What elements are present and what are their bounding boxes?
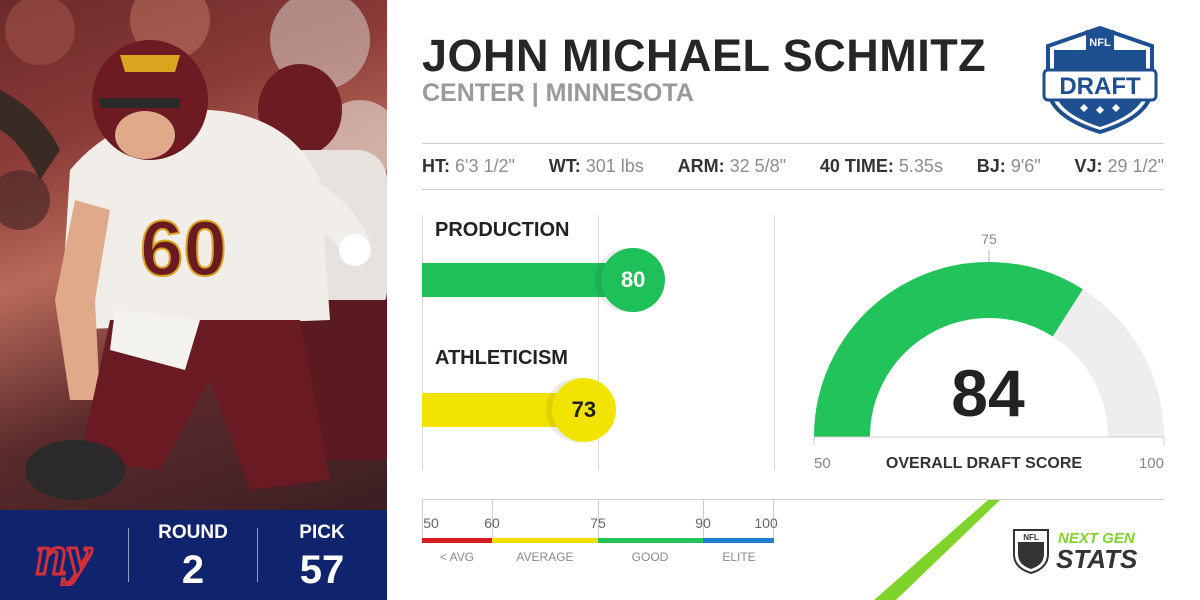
scale-tick (492, 500, 493, 538)
scale-value-60: 60 (484, 515, 500, 531)
nfl-draft-logo: NFL DRAFT (1042, 25, 1158, 135)
pick-value: 57 (299, 548, 345, 592)
overall-score-label: OVERALL DRAFT SCORE (886, 455, 1082, 472)
athleticism-label: ATHLETICISM (435, 347, 568, 369)
scale-value-100: 100 (754, 515, 778, 531)
gauge-fill (814, 262, 1083, 438)
scale-top-divider (422, 499, 1164, 500)
team-bar: ny ROUND 2 PICK 57 (0, 510, 387, 600)
overall-score-gauge: 75 84 50 100 OVERALL DRAFT SCORE (813, 231, 1165, 472)
scale-value-50: 50 (423, 515, 439, 531)
measurables-row: HT: 6'3 1/2" WT: 301 lbs ARM: 32 5/8" 40… (422, 156, 1164, 182)
production-bar (422, 263, 634, 297)
scale-band-good (598, 538, 703, 543)
team-divider (257, 528, 258, 582)
scale-tick (422, 500, 423, 538)
scale-value-75: 75 (590, 515, 606, 531)
bar-axis-left (422, 215, 423, 470)
scale-band-elite (703, 538, 774, 543)
athleticism-score: 73 (571, 397, 597, 422)
scale-value-90: 90 (695, 515, 711, 531)
scale-tick (703, 500, 704, 538)
player-name: JOHN MICHAEL SCHMITZ (422, 30, 987, 81)
scale-label-good: GOOD (631, 550, 669, 564)
player-position-school: CENTER | MINNESOTA (422, 79, 694, 107)
measurable-vertical-jump: VJ: 29 1/2" (1074, 156, 1164, 176)
measurable-weight: WT: 301 lbs (548, 156, 644, 176)
jersey-number: 60 (140, 204, 227, 292)
scale-label-below-avg: < AVG (439, 550, 475, 564)
draft-logo-text: DRAFT (1059, 73, 1141, 100)
measurables-divider (422, 189, 1164, 190)
player-photo: 60 (0, 0, 387, 510)
team-divider (128, 528, 129, 582)
accent-stripe (874, 500, 1000, 600)
giants-logo: ny (35, 526, 95, 586)
header-divider (422, 143, 1164, 144)
gauge-marker-label: 75 (981, 231, 997, 247)
team-logo-text: ny (36, 526, 93, 586)
scale-tick (773, 500, 774, 538)
production-score-badge: 80 (601, 248, 666, 312)
round-label: ROUND (158, 522, 228, 543)
next-gen-stats-logo: NFL NEXT GEN STATS (1013, 529, 1138, 574)
measurable-40-time: 40 TIME: 5.35s (819, 156, 943, 176)
ngs-line1: NEXT GEN (1058, 530, 1136, 547)
production-score: 80 (620, 267, 646, 292)
overall-score-value: 84 (951, 356, 1025, 430)
scale-band-below-avg (422, 538, 492, 543)
player-photo-illustration: 60 (0, 0, 387, 500)
athleticism-score-badge: 73 (551, 378, 616, 442)
scale-label-average: AVERAGE (516, 550, 574, 564)
scale-tick (598, 500, 599, 538)
measurable-arm: ARM: 32 5/8" (677, 156, 787, 176)
measurable-height: HT: 6'3 1/2" (422, 156, 515, 176)
measurable-broad-jump: BJ: 9'6" (976, 156, 1041, 176)
gauge-min-label: 50 (814, 455, 831, 472)
gauge-max-label: 100 (1139, 455, 1164, 472)
ngs-line2: STATS (1056, 544, 1138, 574)
pick-label: PICK (299, 522, 345, 543)
scale-label-elite: ELITE (722, 550, 756, 564)
round-value: 2 (181, 548, 205, 592)
bar-axis-75 (598, 215, 599, 470)
production-label: PRODUCTION (435, 219, 570, 241)
draft-logo-shield-text: NFL (1089, 37, 1111, 49)
scale-band-average (492, 538, 598, 543)
bar-axis-right (774, 215, 775, 470)
nfl-shield-text: NFL (1023, 533, 1039, 542)
